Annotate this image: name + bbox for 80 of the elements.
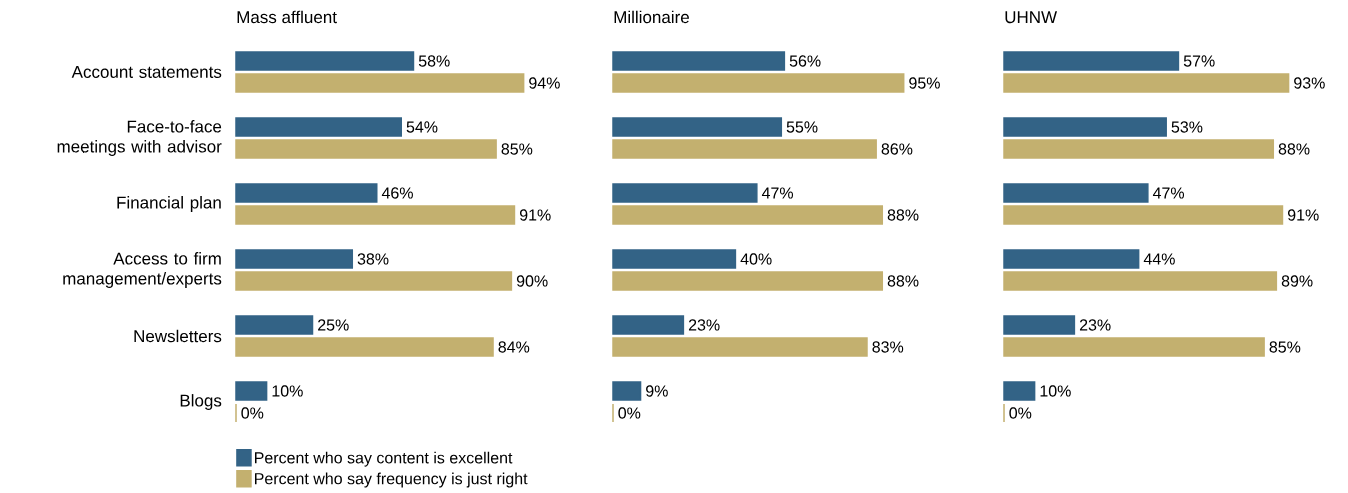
data-label: 9% (646, 385, 668, 397)
bar (235, 337, 494, 357)
y-tick-label: Newsletters (134, 329, 222, 343)
data-label: 95% (909, 77, 940, 89)
bar (235, 315, 314, 335)
bar (1003, 183, 1149, 203)
data-label: 93% (1294, 77, 1325, 89)
data-label: 56% (789, 55, 821, 67)
bar (1003, 337, 1265, 357)
data-label: 91% (519, 209, 551, 221)
bar (1003, 117, 1167, 137)
data-label: 54% (406, 121, 438, 133)
bar (1003, 139, 1275, 159)
y-tick-label: Account statements (71, 66, 222, 78)
bar (612, 117, 783, 137)
data-label: 10% (272, 385, 303, 397)
bar (612, 271, 884, 291)
bar (235, 205, 516, 225)
legend-label: Percent who say content is excellent (255, 451, 513, 467)
data-label: 38% (357, 253, 389, 265)
data-label: 46% (381, 187, 413, 199)
data-label: 0% (1009, 407, 1032, 419)
bar (612, 249, 737, 269)
data-label: 88% (887, 275, 919, 287)
data-label: 23% (688, 319, 720, 331)
chart-title: UHNW (1005, 11, 1058, 24)
data-label: 88% (1278, 143, 1310, 155)
bar (1003, 73, 1290, 93)
bar (235, 271, 513, 291)
bar (235, 183, 378, 203)
bar (1003, 249, 1140, 269)
bar (1003, 315, 1076, 335)
y-tick-label: Face-to-face meetings with advisor (57, 120, 222, 156)
y-tick-label: Financial plan (117, 196, 221, 212)
data-label: 25% (318, 319, 349, 331)
data-label: 10% (1040, 385, 1071, 397)
bar (612, 315, 685, 335)
data-label: 0% (241, 407, 264, 419)
bar (1003, 271, 1278, 291)
bar (235, 117, 402, 137)
data-label: 86% (881, 143, 913, 155)
bar (612, 139, 877, 159)
data-label: 47% (761, 187, 794, 199)
data-label: 55% (786, 121, 818, 133)
data-label: 85% (501, 143, 533, 155)
bar (612, 183, 758, 203)
bar (1003, 51, 1180, 71)
chart-title: Mass affluent (237, 10, 337, 24)
y-tick-label: Blogs (180, 394, 222, 410)
bar (1003, 205, 1284, 225)
bar (612, 73, 905, 93)
data-label: 90% (516, 275, 548, 287)
y-tick-label: Access to firm management/experts (63, 252, 222, 288)
bar (235, 249, 354, 269)
data-label: 0% (618, 407, 641, 419)
data-label: 58% (418, 55, 450, 67)
bar (235, 73, 525, 93)
chart-title: Millionaire (614, 10, 689, 24)
data-label: 57% (1183, 55, 1215, 67)
data-label: 88% (887, 209, 919, 221)
bar (612, 51, 786, 71)
data-label: 84% (498, 341, 530, 353)
data-label: 83% (872, 341, 904, 353)
data-label: 44% (1143, 253, 1175, 265)
data-label: 89% (1281, 275, 1313, 287)
bar (235, 139, 497, 159)
bar (612, 205, 884, 225)
data-label: 40% (740, 253, 772, 265)
data-label: 53% (1171, 121, 1203, 133)
legend-label: Percent who say frequency is just right (255, 472, 528, 488)
bar (612, 381, 642, 401)
data-label: 47% (1152, 187, 1185, 199)
bar (235, 381, 268, 401)
data-label: 23% (1079, 319, 1111, 331)
bar (1003, 381, 1036, 401)
data-label: 91% (1287, 209, 1319, 221)
bar (612, 337, 868, 357)
bar (235, 51, 415, 71)
data-label: 94% (529, 77, 560, 89)
data-label: 85% (1269, 341, 1301, 353)
